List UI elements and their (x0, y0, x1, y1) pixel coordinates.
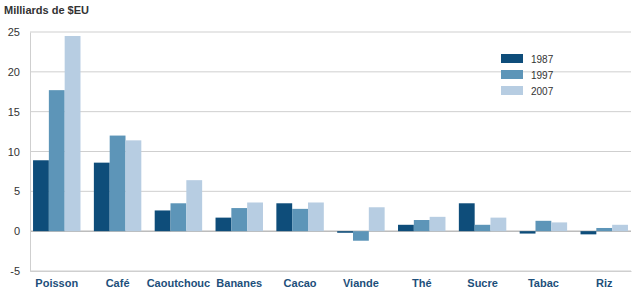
bar (126, 140, 142, 231)
legend-label: 1997 (531, 70, 554, 81)
plot: -5 0 5 10 15 20 25 Poisson Café Caoutchouc Bananes… (8, 26, 632, 289)
bar (551, 222, 567, 231)
bar (276, 203, 292, 231)
series (49, 90, 612, 241)
legend-item: 1997 (501, 70, 554, 81)
legend-swatch (501, 86, 523, 95)
grid-line (30, 271, 631, 272)
grid-line (30, 111, 631, 112)
y-tick: 0 (14, 225, 30, 237)
bar (247, 202, 263, 231)
x-tick-label: Cacao (284, 277, 317, 289)
x-tick-label: Thé (412, 277, 432, 289)
y-tick-label: 0 (14, 225, 20, 237)
x-tick-label: Café (106, 277, 130, 289)
bar (414, 220, 430, 231)
x-tick: Sucre (467, 277, 498, 289)
x-tick: Bananes (216, 277, 262, 289)
bar (520, 231, 536, 233)
y-axis-line (30, 33, 31, 272)
x-axis: Poisson Café Caoutchouc Bananes Cacao Viande T… (31, 272, 632, 289)
x-tick-label: Sucre (467, 277, 498, 289)
y-tick: -5 (10, 265, 30, 277)
y-axis: -5 0 5 10 15 20 25 (8, 26, 31, 277)
legend-item: 2007 (501, 86, 554, 97)
grid-line (30, 32, 631, 33)
bar (459, 203, 475, 231)
bar (337, 231, 353, 233)
x-tick-label: Tabac (528, 277, 559, 289)
bars (33, 36, 628, 241)
legend-swatch (501, 70, 523, 79)
grid (30, 32, 631, 271)
legend-label: 2007 (531, 86, 554, 97)
x-tick: Poisson (35, 277, 78, 289)
x-tick: Café (106, 277, 130, 289)
chart: Milliards de $EU -5 0 5 10 15 20 25 Poisson Café C… (0, 0, 639, 293)
bar (612, 225, 628, 231)
bar (475, 225, 491, 231)
title: Milliards de $EU (4, 4, 89, 16)
y-tick-label: 15 (8, 106, 20, 118)
legend-swatch (501, 54, 523, 63)
x-tick: Tabac (528, 277, 559, 289)
x-tick: Cacao (284, 277, 317, 289)
bar (110, 136, 126, 232)
bar (94, 163, 110, 232)
x-tick: Viande (343, 277, 379, 289)
bar (186, 180, 202, 231)
bar (398, 225, 414, 231)
bar (535, 221, 551, 231)
legend-item: 1987 (501, 54, 554, 65)
x-axis-line (31, 271, 632, 272)
bar (65, 36, 81, 231)
bar (292, 209, 308, 231)
bar (171, 203, 187, 231)
x-tick: Thé (412, 277, 432, 289)
y-tick: 20 (8, 66, 30, 78)
bar (581, 231, 597, 234)
bar (33, 160, 49, 231)
series (65, 36, 628, 231)
bar (155, 210, 171, 231)
y-tick-label: 10 (8, 146, 20, 158)
x-tick-label: Riz (596, 277, 613, 289)
bar (369, 207, 385, 231)
x-tick-label: Viande (343, 277, 379, 289)
y-tick-label: 25 (8, 26, 20, 38)
y-tick-label: -5 (10, 265, 20, 277)
bar (430, 217, 446, 231)
y-tick: 25 (8, 26, 30, 38)
bar (216, 218, 232, 232)
y-tick-label: 5 (14, 185, 20, 197)
legend: 1987 1997 2007 (501, 54, 554, 97)
x-tick-label: Bananes (216, 277, 262, 289)
y-tick: 10 (8, 146, 30, 158)
bar (231, 208, 247, 231)
bar (49, 90, 65, 231)
y-tick-label: 20 (8, 66, 20, 78)
bar (490, 218, 506, 232)
x-tick: Riz (596, 277, 613, 289)
bar (308, 202, 324, 231)
x-tick-label: Caoutchouc (147, 277, 211, 289)
x-tick: Caoutchouc (147, 277, 211, 289)
bar (353, 231, 369, 241)
y-tick: 5 (14, 185, 30, 197)
x-tick-label: Poisson (35, 277, 78, 289)
y-tick: 15 (8, 106, 30, 118)
legend-label: 1987 (531, 54, 554, 65)
bar (596, 228, 612, 231)
